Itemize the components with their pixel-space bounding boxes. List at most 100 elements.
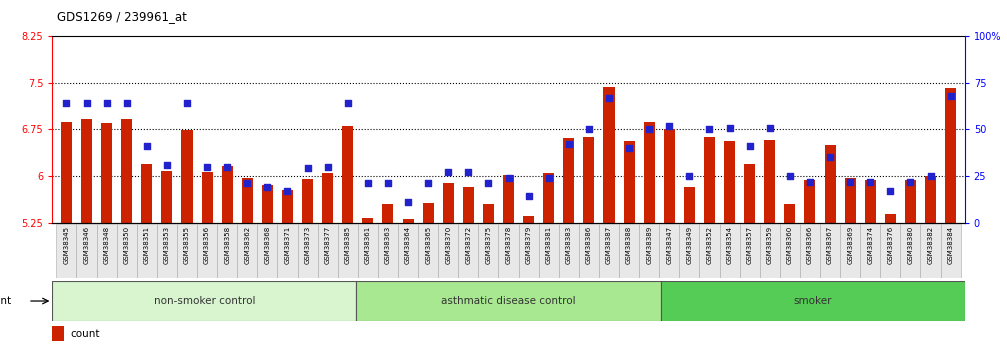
Bar	[543, 174, 554, 223]
Bar	[664, 129, 675, 223]
Text: GSM38382: GSM38382	[927, 226, 933, 264]
Point	[260, 184, 276, 190]
Bar	[141, 164, 152, 223]
Bar	[157, 224, 177, 278]
Point	[521, 194, 537, 199]
Bar	[60, 122, 71, 223]
Point	[601, 95, 617, 100]
Point	[842, 179, 858, 184]
Text: smoker: smoker	[794, 296, 832, 306]
Bar	[579, 224, 599, 278]
Text: GSM38386: GSM38386	[586, 226, 592, 264]
Bar	[800, 224, 820, 278]
Bar	[363, 218, 374, 223]
Bar	[860, 224, 880, 278]
Point	[902, 179, 918, 184]
Bar	[519, 224, 539, 278]
Bar	[905, 180, 916, 223]
Text: GSM38372: GSM38372	[465, 226, 471, 264]
Text: GSM38361: GSM38361	[365, 226, 371, 264]
Bar	[398, 224, 418, 278]
Text: count: count	[70, 329, 100, 338]
Point	[500, 175, 517, 180]
Text: GSM38374: GSM38374	[867, 226, 873, 264]
Bar	[337, 224, 357, 278]
Bar	[941, 224, 961, 278]
Text: GSM38385: GSM38385	[344, 226, 350, 264]
Text: GSM38388: GSM38388	[626, 226, 632, 264]
Text: GSM38362: GSM38362	[245, 226, 251, 264]
Bar	[77, 224, 97, 278]
Text: GSM38351: GSM38351	[144, 226, 150, 264]
Point	[119, 100, 135, 106]
Bar	[583, 137, 594, 223]
Text: GSM38387: GSM38387	[606, 226, 612, 264]
Bar	[623, 141, 634, 223]
Bar	[438, 224, 458, 278]
Bar	[121, 119, 132, 223]
Text: GSM38380: GSM38380	[907, 226, 913, 264]
Bar	[201, 172, 212, 223]
Bar	[238, 224, 258, 278]
Point	[581, 127, 597, 132]
Bar	[744, 164, 755, 223]
Point	[641, 127, 658, 132]
Bar	[137, 224, 157, 278]
Bar	[356, 281, 661, 321]
Bar	[52, 326, 64, 341]
Bar	[724, 141, 735, 223]
Point	[802, 179, 818, 184]
Point	[862, 179, 878, 184]
Bar	[825, 145, 836, 223]
Text: GSM38355: GSM38355	[184, 226, 190, 264]
Bar	[478, 224, 498, 278]
Bar	[463, 187, 474, 223]
Point	[199, 164, 215, 169]
Text: non-smoker control: non-smoker control	[154, 296, 255, 306]
Bar	[660, 224, 680, 278]
Bar	[383, 204, 394, 223]
Point	[741, 144, 757, 149]
Bar	[845, 178, 856, 223]
Point	[480, 181, 496, 186]
Bar	[302, 179, 313, 223]
Text: GSM38346: GSM38346	[84, 226, 90, 264]
Text: GSM38377: GSM38377	[324, 226, 330, 264]
Text: GSM38368: GSM38368	[265, 226, 271, 264]
Bar	[739, 224, 759, 278]
Text: GSM38366: GSM38366	[807, 226, 813, 264]
Bar	[885, 215, 896, 223]
Bar	[278, 224, 297, 278]
Bar	[322, 173, 333, 223]
Point	[561, 141, 577, 147]
Bar	[218, 224, 238, 278]
Bar	[297, 224, 317, 278]
Bar	[680, 224, 700, 278]
Bar	[161, 171, 172, 223]
Point	[220, 164, 236, 169]
Point	[319, 164, 335, 169]
Bar	[920, 224, 941, 278]
Text: GSM38357: GSM38357	[746, 226, 752, 264]
Bar	[498, 224, 519, 278]
Point	[179, 100, 195, 106]
Text: GSM38384: GSM38384	[948, 226, 954, 264]
Text: GSM38364: GSM38364	[405, 226, 411, 264]
Bar	[342, 126, 353, 223]
Bar	[357, 224, 378, 278]
Text: GSM38358: GSM38358	[225, 226, 231, 264]
Bar	[418, 224, 438, 278]
Bar	[258, 224, 278, 278]
Text: GSM38345: GSM38345	[63, 226, 69, 264]
Text: GSM38360: GSM38360	[786, 226, 793, 264]
Text: GSM38356: GSM38356	[204, 226, 210, 264]
Point	[420, 181, 436, 186]
Bar	[242, 178, 253, 223]
Point	[440, 169, 456, 175]
Bar	[759, 224, 779, 278]
Bar	[603, 87, 614, 223]
Text: GDS1269 / 239961_at: GDS1269 / 239961_at	[57, 10, 187, 23]
Text: GSM38350: GSM38350	[124, 226, 130, 264]
Bar	[443, 184, 454, 223]
Text: GSM38367: GSM38367	[827, 226, 833, 264]
